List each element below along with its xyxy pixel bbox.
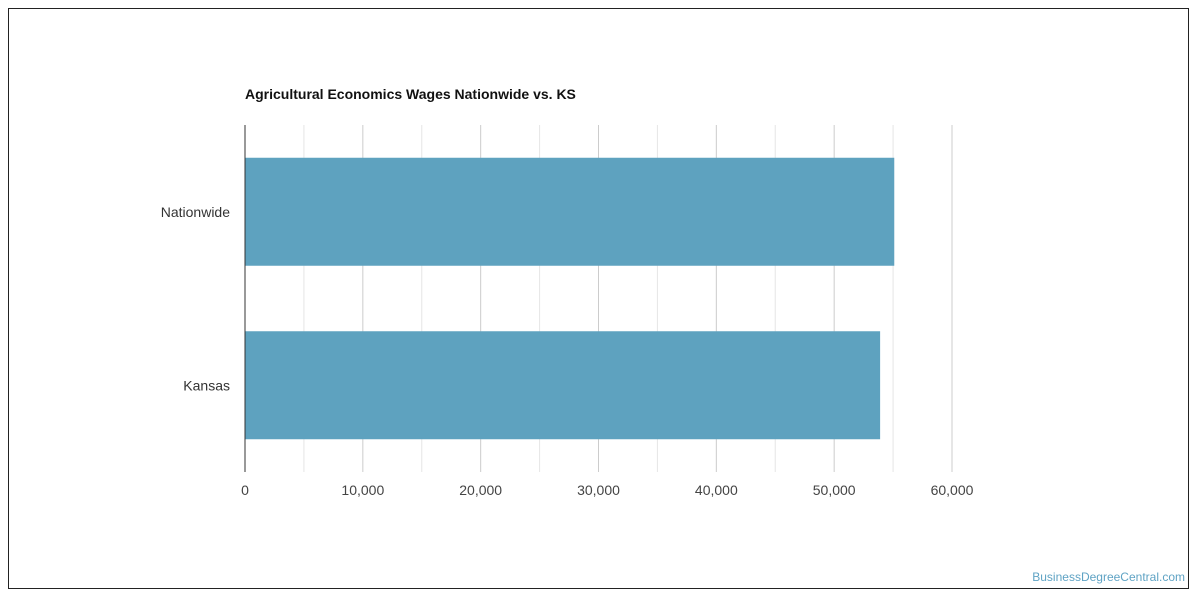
x-tick-label: 40,000: [695, 482, 738, 498]
x-tick-label: 20,000: [459, 482, 502, 498]
x-tick-label: 0: [241, 482, 249, 498]
x-tick-label: 30,000: [577, 482, 620, 498]
tick-labels: 0 10,000 20,000 30,000 40,000 50,000 60,000: [241, 482, 974, 498]
bar-kansas[interactable]: [245, 331, 881, 440]
watermark[interactable]: BusinessDegreeCentral.com: [1032, 570, 1185, 584]
bar-nationwide[interactable]: [245, 157, 895, 266]
x-tick-label: 60,000: [931, 482, 974, 498]
category-label: Nationwide: [161, 204, 230, 220]
x-tick-label: 10,000: [341, 482, 384, 498]
x-tick-label: 50,000: [813, 482, 856, 498]
chart-title: Agricultural Economics Wages Nationwide …: [245, 86, 576, 102]
category-label: Kansas: [183, 377, 230, 393]
category-labels: Nationwide Kansas: [161, 204, 230, 394]
bars: [245, 157, 895, 440]
